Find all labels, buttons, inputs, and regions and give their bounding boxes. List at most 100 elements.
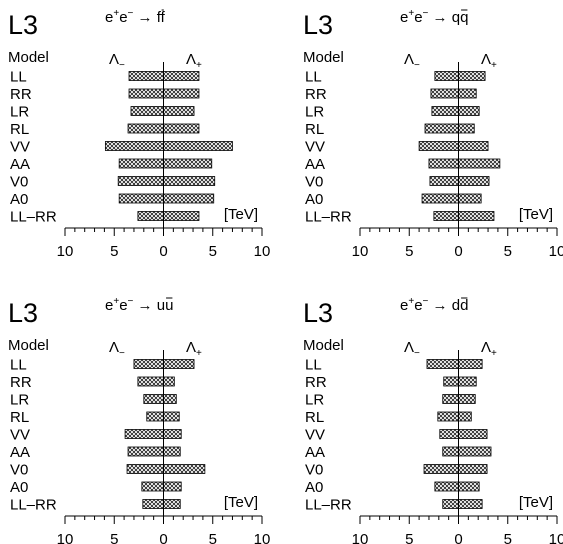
tick-label: 10 [254, 531, 271, 544]
experiment-label: L3 [8, 10, 38, 40]
process-plus: + [408, 296, 414, 307]
process-fermion: q [452, 9, 460, 26]
lambda-plus-label: Λ+ [481, 51, 497, 71]
model-label: LR [305, 392, 324, 409]
model-label: LL [10, 357, 27, 374]
lambda-plus-label: Λ+ [186, 51, 202, 71]
model-label: VV [10, 427, 30, 444]
limit-bar [428, 158, 501, 169]
tick-label: 5 [209, 531, 217, 544]
limit-bar [423, 464, 488, 474]
process-antifermion: f [161, 9, 166, 26]
limit-bar [117, 176, 216, 186]
model-label: RL [10, 121, 29, 138]
tick-label: 0 [159, 531, 167, 544]
tick-label: 10 [254, 243, 271, 260]
model-header: Model [8, 49, 49, 66]
process-e2: e [119, 9, 127, 26]
model-label: A0 [305, 479, 323, 496]
model-label: A0 [305, 191, 323, 208]
model-label: LL [305, 69, 322, 86]
unit-label: [TeV] [519, 494, 553, 511]
model-label: LL–RR [305, 209, 352, 226]
tick-label: 10 [57, 531, 74, 544]
limit-bar [434, 71, 486, 81]
limit-bar [421, 193, 482, 204]
model-label: V0 [305, 462, 323, 479]
tick-label: 5 [209, 243, 217, 260]
model-label: RR [305, 374, 327, 391]
model-label: A0 [10, 191, 28, 208]
limit-bar [137, 376, 175, 387]
limit-bar [430, 88, 477, 99]
process-e1: e [400, 9, 408, 26]
tick-label: 10 [352, 531, 369, 544]
limit-bar [141, 481, 182, 492]
model-label: RR [10, 86, 32, 103]
process-antifermion: d [460, 297, 468, 314]
process-arrow: → [133, 9, 156, 26]
process-antifermion: u [165, 297, 173, 314]
tick-label: 5 [504, 531, 512, 544]
lambda-plus-label: Λ+ [481, 339, 497, 359]
process-plus: + [113, 8, 119, 19]
process-minus: − [128, 296, 134, 307]
process-e1: e [400, 297, 408, 314]
limit-bar [429, 176, 490, 186]
process-arrow: → [428, 297, 451, 314]
process-arrow: → [133, 297, 156, 314]
limit-bar [439, 429, 488, 439]
model-label: LR [10, 104, 29, 121]
model-label: A0 [10, 479, 28, 496]
process-plus: + [113, 296, 119, 307]
model-label: VV [305, 427, 325, 444]
model-label: LL–RR [305, 497, 352, 514]
limit-bar [418, 141, 489, 151]
tick-label: 0 [454, 243, 462, 260]
model-label: RL [305, 121, 324, 138]
process-minus: − [128, 8, 134, 19]
process-e1: e [105, 9, 113, 26]
limit-bar [127, 446, 181, 457]
limit-bar [424, 123, 475, 134]
tick-label: 5 [504, 243, 512, 260]
limit-bar [142, 499, 181, 509]
lambda-minus-label: Λ− [109, 339, 125, 359]
limit-bar [118, 193, 215, 204]
process-antifermion: q [460, 9, 468, 26]
unit-label: [TeV] [519, 206, 553, 223]
limit-bar [431, 106, 480, 116]
process-e2: e [119, 297, 127, 314]
model-label: AA [10, 444, 30, 461]
lambda-minus-label: Λ− [404, 339, 420, 359]
model-label: RL [305, 409, 324, 426]
process-fermion: f [157, 9, 162, 26]
limit-bar [143, 394, 177, 404]
model-label: LL–RR [10, 497, 57, 514]
process-e2: e [414, 297, 422, 314]
model-label: V0 [10, 174, 28, 191]
limit-bar [118, 158, 213, 169]
limit-bar [137, 211, 200, 221]
process-label: e+e− → dd [400, 296, 468, 314]
experiment-label: L3 [8, 298, 38, 328]
limit-bar [130, 106, 195, 116]
limit-bar [443, 376, 477, 387]
limit-bar [104, 141, 233, 151]
tick-label: 0 [454, 531, 462, 544]
process-plus: + [408, 8, 414, 19]
limit-bar [442, 499, 483, 509]
process-label: e+e− → uu [105, 296, 173, 314]
unit-label: [TeV] [224, 206, 258, 223]
model-label: LR [10, 392, 29, 409]
model-label: RR [305, 86, 327, 103]
tick-label: 10 [352, 243, 369, 260]
model-header: Model [8, 337, 49, 354]
process-fermion: u [157, 297, 165, 314]
tick-label: 5 [110, 531, 118, 544]
process-arrow: → [428, 9, 451, 26]
